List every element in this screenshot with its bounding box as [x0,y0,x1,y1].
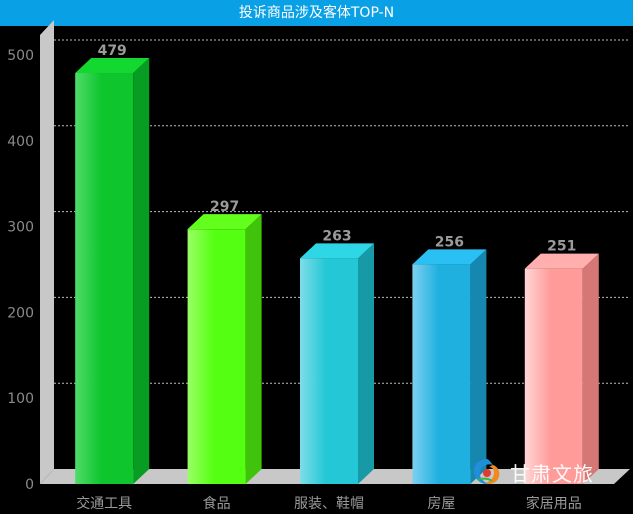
y-tick-label: 0 [25,477,34,493]
y-tick-label: 100 [7,391,34,407]
x-tick-label: 服装、鞋帽 [294,496,364,512]
bar-top [187,214,262,230]
bar-top [412,249,487,265]
bar-side [133,58,150,484]
bar [187,229,246,484]
bar-top [524,253,599,269]
data-label: 263 [322,228,351,244]
watermark: 甘肃文旅 [470,456,594,488]
watermark-text: 甘肃文旅 [510,461,594,486]
x-tick-label: 家居用品 [526,495,582,512]
data-label: 251 [547,239,576,255]
bar [412,264,471,484]
gansu-wenlv-logo-icon [473,459,500,485]
y-tick-label: 400 [7,134,34,150]
chart-side-wall [40,20,54,484]
bar [524,268,583,484]
y-tick-label: 300 [7,220,34,236]
bar-top [75,58,150,74]
x-tick-label: 食品 [203,495,231,512]
bar [75,73,134,484]
bar-side [582,253,599,484]
chart-title: 投诉商品涉及客体TOP-N [0,0,633,26]
x-tick-label: 交通工具 [76,495,132,512]
bar-side [470,249,487,484]
bar-side [245,214,262,484]
bar [300,258,358,484]
y-tick-label: 500 [7,48,34,64]
data-label: 297 [210,199,239,215]
x-tick-label: 房屋 [427,496,455,512]
data-label: 479 [98,43,127,59]
bar-top [300,243,374,259]
bar-side [358,243,374,484]
y-tick-label: 200 [7,305,34,321]
data-label: 256 [435,234,464,250]
